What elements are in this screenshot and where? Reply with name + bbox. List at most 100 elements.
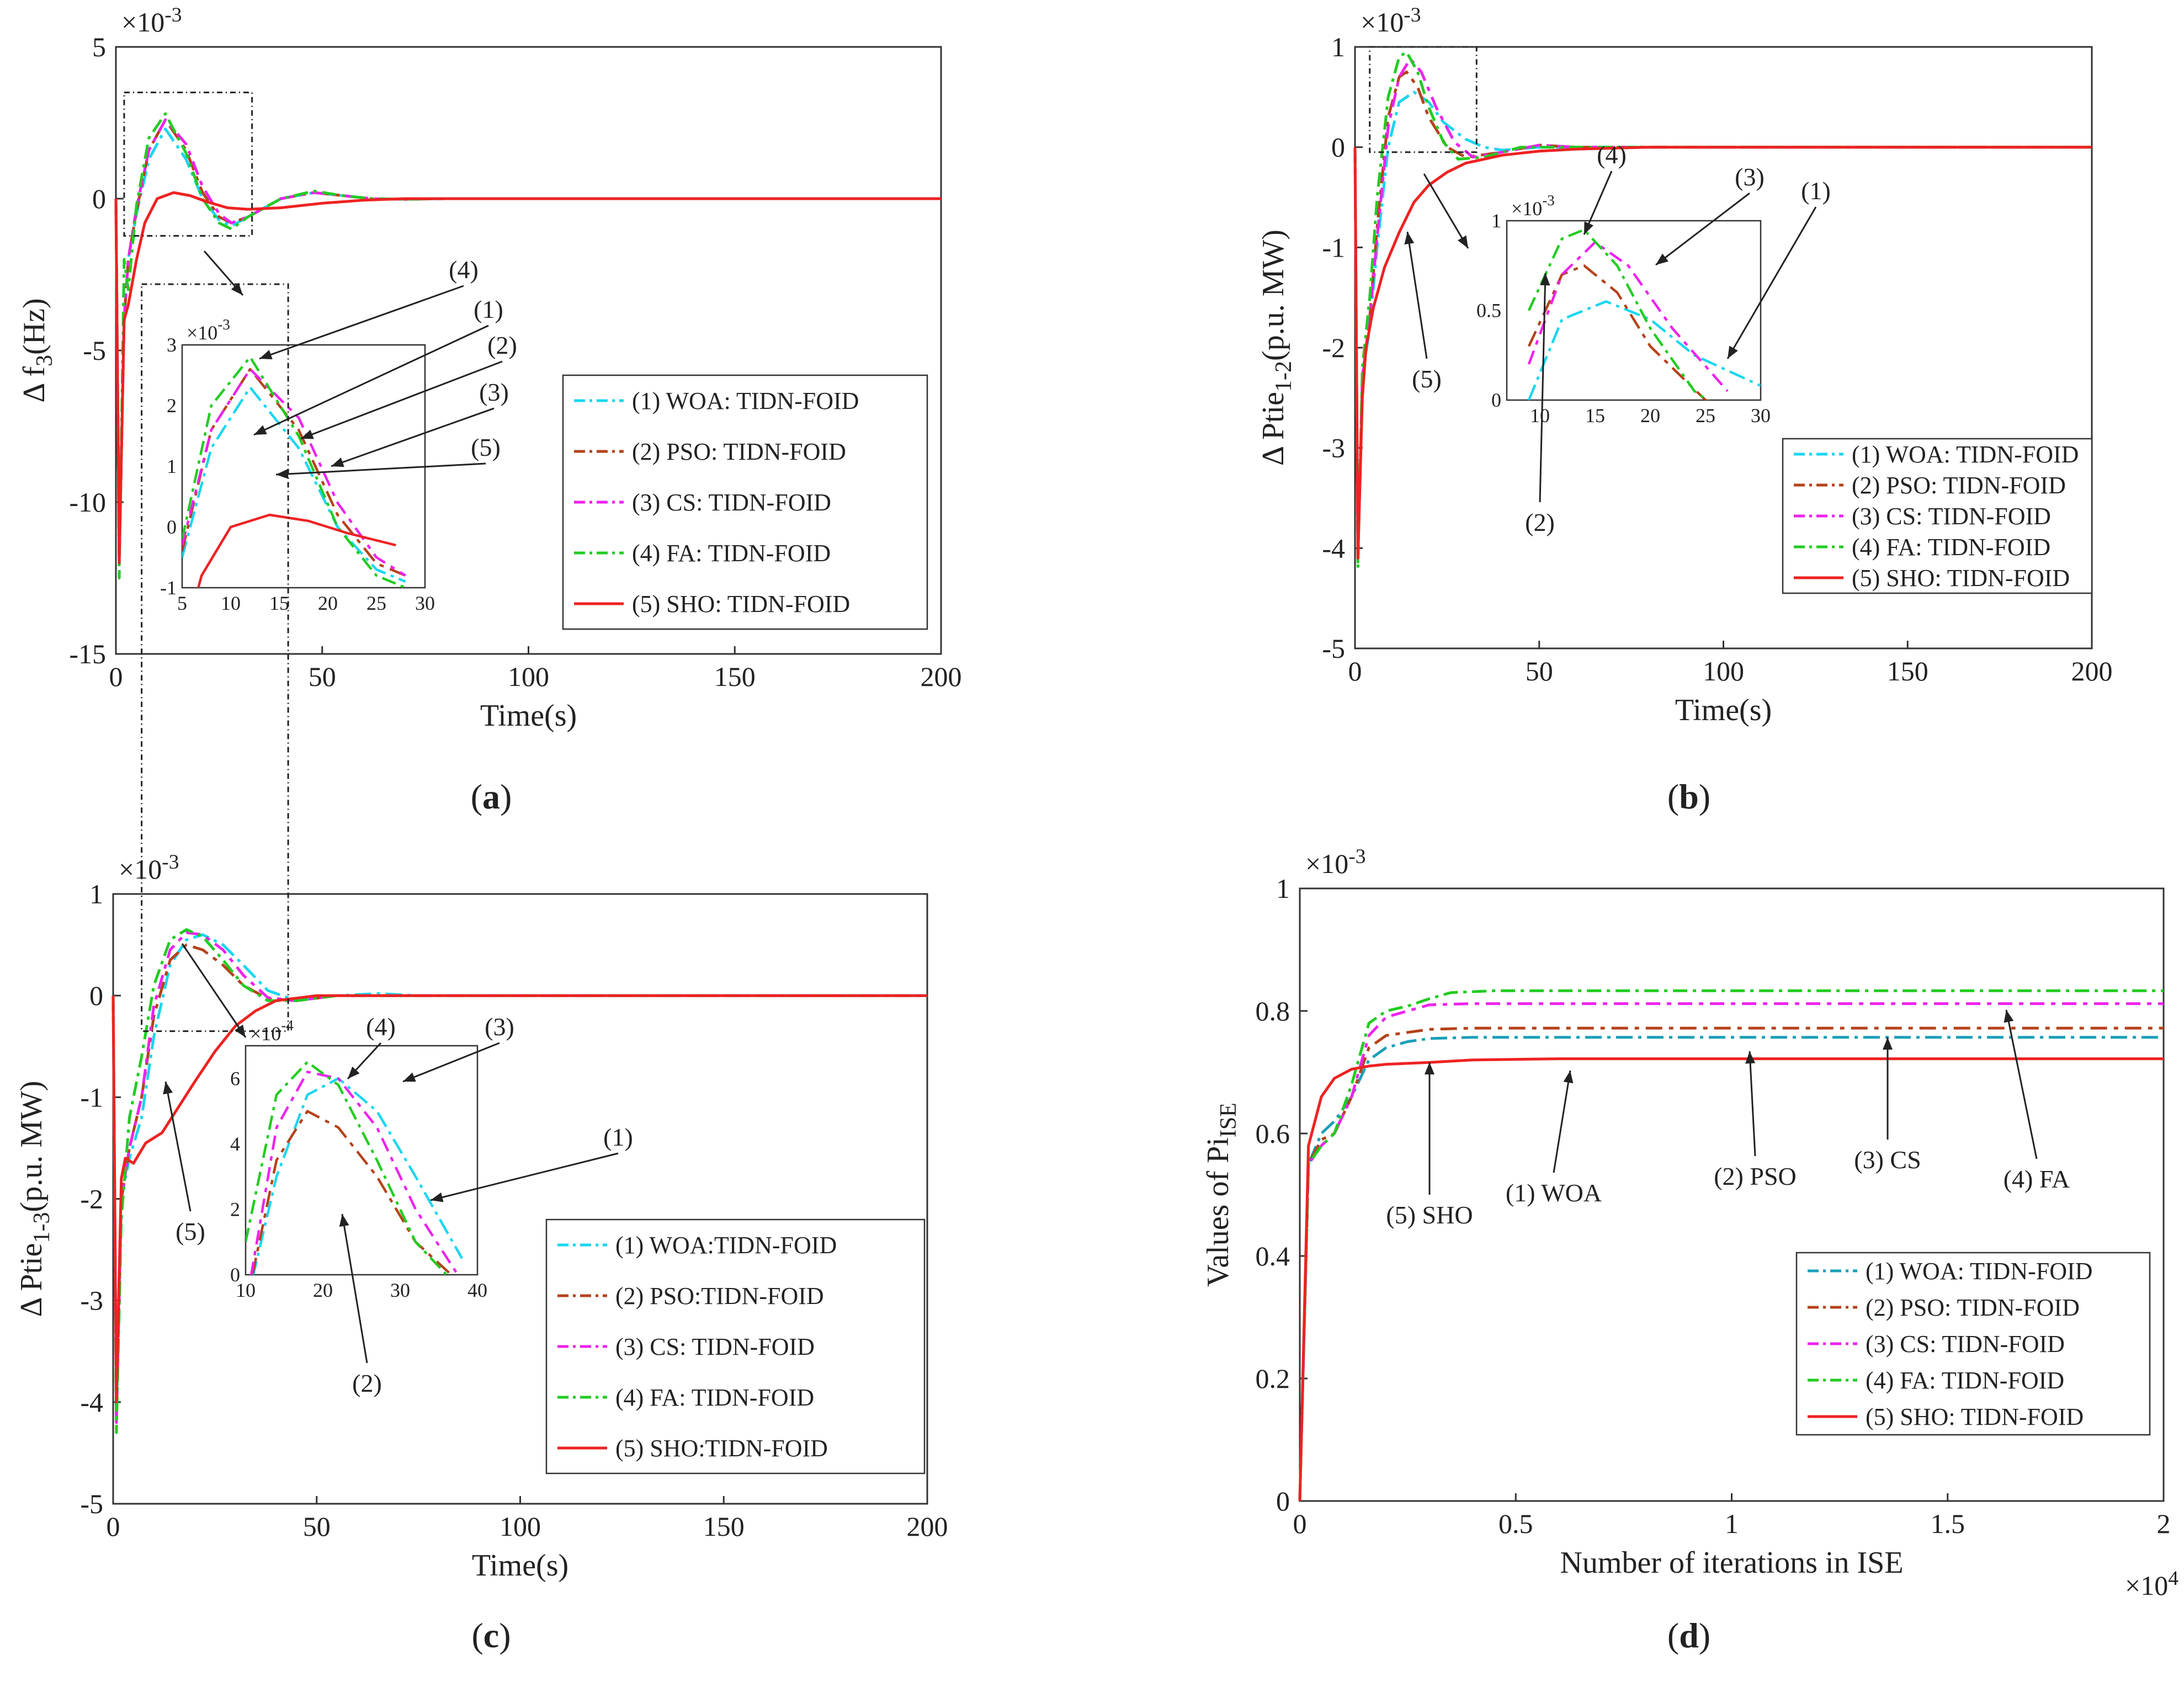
series-line--3-cs [1527, 241, 1729, 392]
annotation-arrow [253, 324, 489, 436]
y-tick-label: -2 [1322, 332, 1345, 363]
series-line--3-cs [249, 1071, 460, 1275]
inset-frame [245, 1045, 479, 1276]
annotation-arrowhead [348, 1066, 360, 1079]
annotation-label: (2) [487, 331, 517, 359]
series-line--4-fa [182, 355, 406, 588]
x-tick-label: 0 [1348, 656, 1362, 686]
x-axis-label: Time(s) [472, 1548, 568, 1583]
inset-plot: 10 15 20 25 30 1 0.5 0 ×10-3 [1476, 192, 1771, 427]
annotation-arrow [1423, 173, 1469, 249]
y-scale-multiplier: ×10-3 [119, 851, 179, 885]
annotation-label: (1) [1801, 177, 1831, 205]
annotation-arrowhead [403, 1072, 416, 1082]
annotation-arrowhead [2004, 1010, 2014, 1023]
y-tick-label: 0.8 [1256, 996, 1290, 1026]
annotation-arrowhead [254, 425, 267, 435]
inset-x-tick-label: 20 [1640, 404, 1660, 427]
inset-x-tick-label: 10 [236, 1279, 256, 1301]
annotation-arrowhead [1563, 1071, 1574, 1084]
y-axis-label: Δ Ptie1-2(p.u. MW) [1256, 230, 1296, 466]
inset-x-tick-label: 25 [366, 592, 386, 614]
annotation-arrow [1749, 1051, 1756, 1157]
panel-label-d: (d) [1667, 1616, 1710, 1655]
x-tick-label: 100 [508, 661, 549, 692]
annotation-label: (1) WOA [1506, 1179, 1602, 1207]
annotation-arrow [1553, 1070, 1571, 1173]
zoom-region-box [141, 283, 289, 1032]
panel-label-b: (b) [1667, 777, 1710, 816]
inset-x-tick-label: 30 [415, 592, 435, 614]
annotation-arrowhead [331, 457, 344, 467]
zoom-region-box [1369, 46, 1478, 153]
series-line--5-sho [1353, 146, 2092, 560]
x-tick-label: 0.5 [1498, 1508, 1533, 1539]
annotation-arrow [259, 285, 464, 360]
inset-y-tick-label: 0 [1491, 389, 1501, 411]
annotation-arrowhead [1540, 273, 1550, 286]
y-tick-label: 0 [92, 183, 106, 214]
inset-y-tick-label: 2 [230, 1198, 240, 1220]
series-line--2-pso [182, 368, 406, 577]
inset-x-tick-label: 10 [221, 592, 241, 614]
y-axis-label: Values of PiISE [1201, 1103, 1241, 1287]
y-tick-label: -5 [83, 335, 106, 366]
legend-entry: (5) SHO:TIDN-FOID [615, 1435, 828, 1462]
annotation-arrowhead [1425, 1062, 1434, 1074]
annotation-arrow [430, 1152, 619, 1201]
x-tick-label: 200 [907, 1511, 948, 1542]
x-tick-label: 150 [1887, 656, 1928, 686]
inset-y-tick-label: 0 [230, 1264, 240, 1286]
annotation-label: (5) [176, 1217, 205, 1245]
series-line--3-cs [1298, 1002, 2164, 1502]
inset-x-tick-label: 30 [390, 1279, 410, 1301]
inset-x-tick-label: 30 [1751, 404, 1771, 427]
inset-frame [1506, 220, 1762, 401]
annotation-arrowhead [163, 1082, 173, 1095]
inset-frame [181, 344, 426, 589]
zoom-region-box [123, 92, 253, 237]
series-line--5-sho [261, 1291, 477, 1308]
legend-entry: (2) PSO: TIDN-FOID [632, 438, 846, 465]
legend-entry: (3) CS: TIDN-FOID [632, 489, 831, 516]
y-tick-label: 0.4 [1256, 1241, 1290, 1271]
legend-entry: (3) CS: TIDN-FOID [615, 1333, 815, 1360]
series-line--5-sho [111, 994, 927, 1404]
series-line--4-fa [111, 928, 927, 1434]
legend-entry: (3) CS: TIDN-FOID [1866, 1330, 2065, 1358]
y-tick-label: -15 [69, 638, 106, 669]
legend-entry: (1) WOA: TIDN-FOID [632, 387, 859, 414]
annotation-arrowhead [1883, 1037, 1893, 1050]
y-tick-label: -5 [1322, 633, 1345, 664]
legend-entry: (2) PSO:TIDN-FOID [615, 1282, 824, 1310]
y-tick-label: 1 [1276, 873, 1290, 904]
legend-entry: (4) FA: TIDN-FOID [1852, 534, 2050, 561]
x-tick-label: 1.5 [1931, 1508, 1965, 1539]
annotation-arrow [402, 1042, 500, 1083]
series-line--5-sho [1298, 1057, 2164, 1502]
x-tick-label: 150 [703, 1511, 745, 1542]
inset-y-tick-label: 6 [230, 1067, 240, 1089]
inset-y-tick-label: 0 [167, 516, 177, 538]
chart-panel-d: 0 0.5 1 1.5 2 1 0.8 0.6 0.4 0.2 0 Number of iterati… [1201, 845, 2178, 1601]
x-tick-label: 150 [714, 661, 756, 692]
inset-series [1527, 228, 1761, 400]
x-tick-label: 200 [2071, 656, 2113, 686]
x-tick-label: 0 [107, 1511, 120, 1542]
annotation-arrow [1406, 231, 1428, 359]
annotation-arrowhead [231, 283, 243, 295]
y-tick-label: -5 [80, 1488, 103, 1519]
y-tick-label: 0 [1276, 1486, 1290, 1516]
x-axis-label: Number of iterations in ISE [1560, 1546, 1903, 1580]
legend: (1) WOA: TIDN-FOID (2) PSO: TIDN-FOID (3) … [562, 374, 928, 630]
annotation-arrowhead [1458, 235, 1468, 248]
annotation-arrowhead [1584, 221, 1594, 235]
legend-entry: (4) FA: TIDN-FOID [615, 1384, 814, 1411]
series-line--1-woa [111, 933, 927, 1424]
x-tick-label: 0 [109, 661, 123, 692]
x-tick-label: 50 [303, 1511, 331, 1542]
series-line--5-sho [197, 513, 396, 588]
y-axis-label: Δ Ptie1-3(p.u. MW) [14, 1081, 55, 1317]
